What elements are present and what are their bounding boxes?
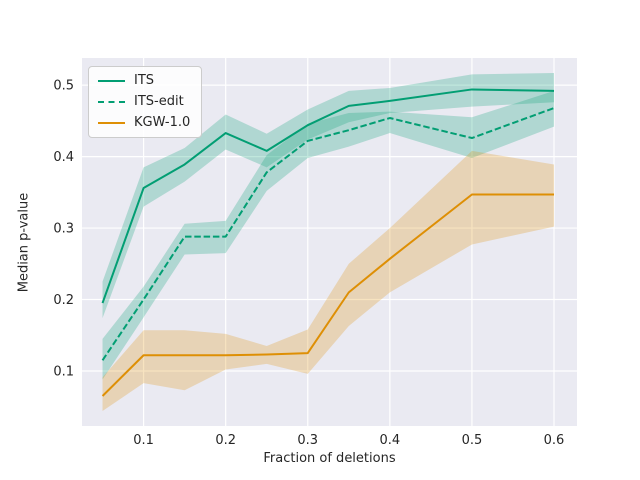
- y-axis-label: Median p-value: [16, 192, 32, 293]
- legend-line-sample: [98, 80, 125, 82]
- y-tick-label: 0.3: [53, 222, 74, 237]
- its-edit-band: [102, 90, 555, 380]
- legend-line-sample: [98, 101, 125, 103]
- x-tick-label: 0.4: [379, 433, 400, 448]
- its-line: [101, 88, 555, 304]
- legend-label: ITS: [134, 73, 155, 88]
- y-tick-label: 0.5: [53, 79, 74, 94]
- x-axis-label: Fraction of deletions: [263, 451, 396, 466]
- x-tick-label: 0.1: [133, 433, 154, 448]
- legend: ITS ITS-edit KGW-1.0: [88, 66, 202, 138]
- x-tick-label: 0.5: [462, 433, 483, 448]
- its-band: [102, 73, 555, 319]
- legend-label: ITS-edit: [134, 94, 184, 109]
- legend-line-sample: [98, 122, 125, 124]
- y-tick-label: 0.2: [53, 293, 74, 308]
- x-tick-label: 0.3: [297, 433, 318, 448]
- x-tick-label: 0.6: [544, 433, 565, 448]
- kgw-1.0-line: [101, 193, 555, 397]
- its-edit-line: [101, 107, 555, 361]
- y-tick-label: 0.4: [53, 150, 74, 165]
- legend-item-kgw-1.0: KGW-1.0: [98, 115, 191, 131]
- legend-label: KGW-1.0: [134, 115, 191, 130]
- legend-item-its: ITS: [98, 73, 191, 89]
- legend-item-its-edit: ITS-edit: [98, 94, 191, 110]
- x-tick-label: 0.2: [215, 433, 236, 448]
- kgw-1.0-band: [102, 150, 555, 411]
- y-tick-label: 0.1: [53, 364, 74, 379]
